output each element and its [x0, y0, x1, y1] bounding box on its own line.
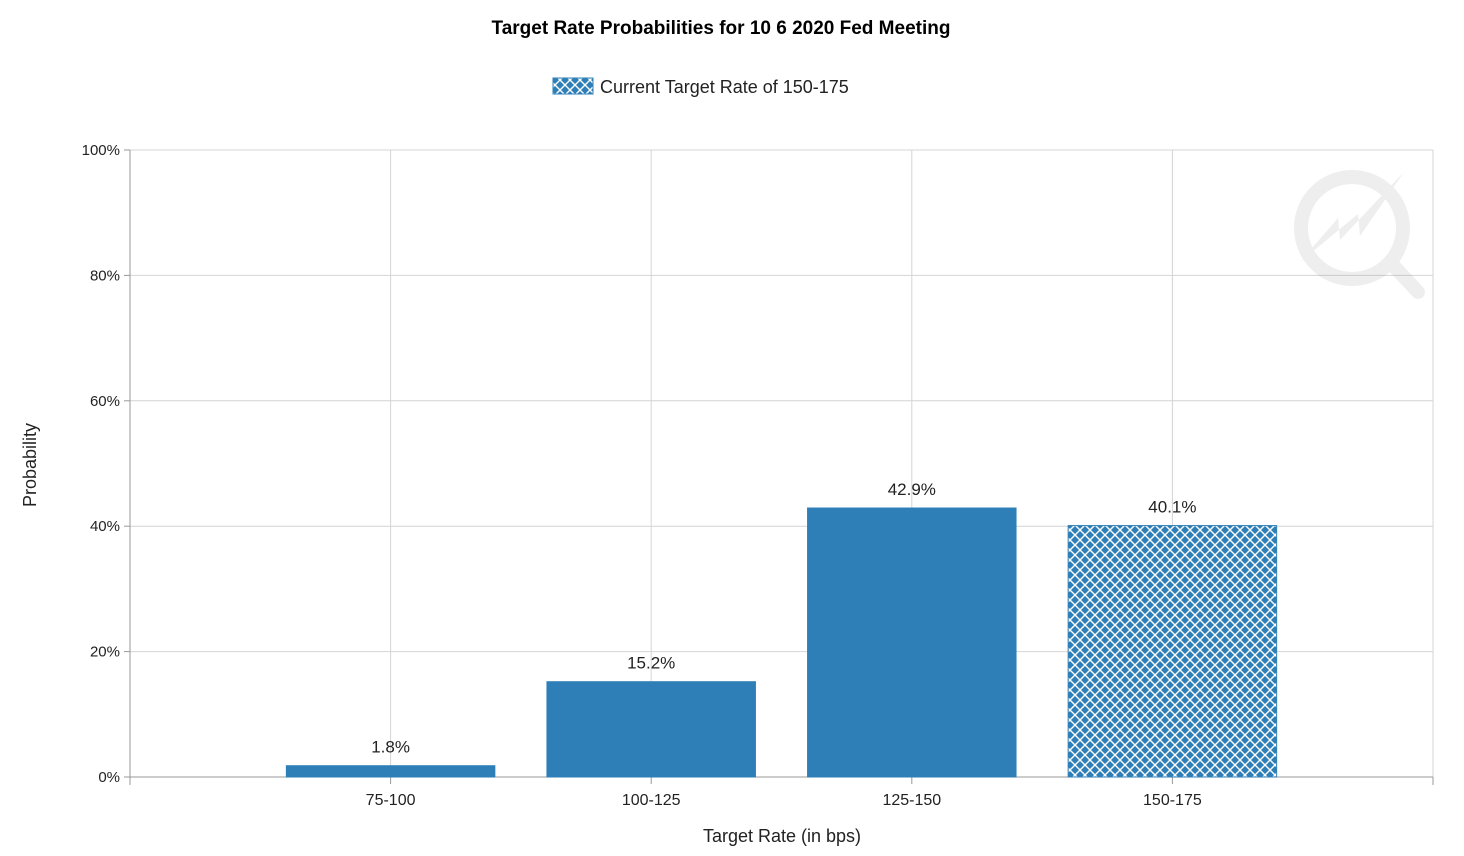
y-tick-label: 80% — [90, 267, 120, 284]
gridlines — [130, 149, 1434, 777]
data-labels: 1.8% 15.2% 42.9% 40.1% — [371, 480, 1196, 757]
legend-label: Current Target Rate of 150-175 — [600, 77, 849, 97]
y-tick-label: 0% — [98, 769, 120, 786]
data-label: 1.8% — [371, 738, 410, 757]
y-axis-title: Probability — [20, 423, 40, 507]
x-axis-title: Target Rate (in bps) — [703, 826, 861, 846]
y-tick-labels: 0% 20% 40% 60% 80% 100% — [82, 142, 120, 786]
chart-title: Target Rate Probabilities for 10 6 2020 … — [492, 18, 951, 39]
x-tick-labels: 75-100 100-125 125-150 150-175 — [366, 792, 1202, 809]
bars — [285, 507, 1278, 778]
y-tick-label: 60% — [90, 393, 120, 410]
y-tick-label: 100% — [82, 142, 120, 159]
legend: Current Target Rate of 150-175 — [552, 77, 849, 97]
y-tick-label: 40% — [90, 518, 120, 535]
data-label: 40.1% — [1148, 498, 1196, 517]
x-tick-label: 125-150 — [882, 792, 941, 809]
x-tick-label: 75-100 — [366, 792, 416, 809]
x-tick-label: 150-175 — [1143, 792, 1202, 809]
bar-150-175 — [1067, 525, 1278, 778]
watermark-logo — [1294, 170, 1425, 299]
bar-125-150 — [807, 507, 1017, 778]
x-tick-label: 100-125 — [622, 792, 681, 809]
legend-swatch — [552, 77, 594, 95]
bar-100-125 — [546, 681, 756, 778]
y-tick-label: 20% — [90, 644, 120, 661]
bar-75-100 — [285, 765, 496, 778]
data-label: 42.9% — [888, 480, 936, 499]
data-label: 15.2% — [627, 654, 675, 673]
